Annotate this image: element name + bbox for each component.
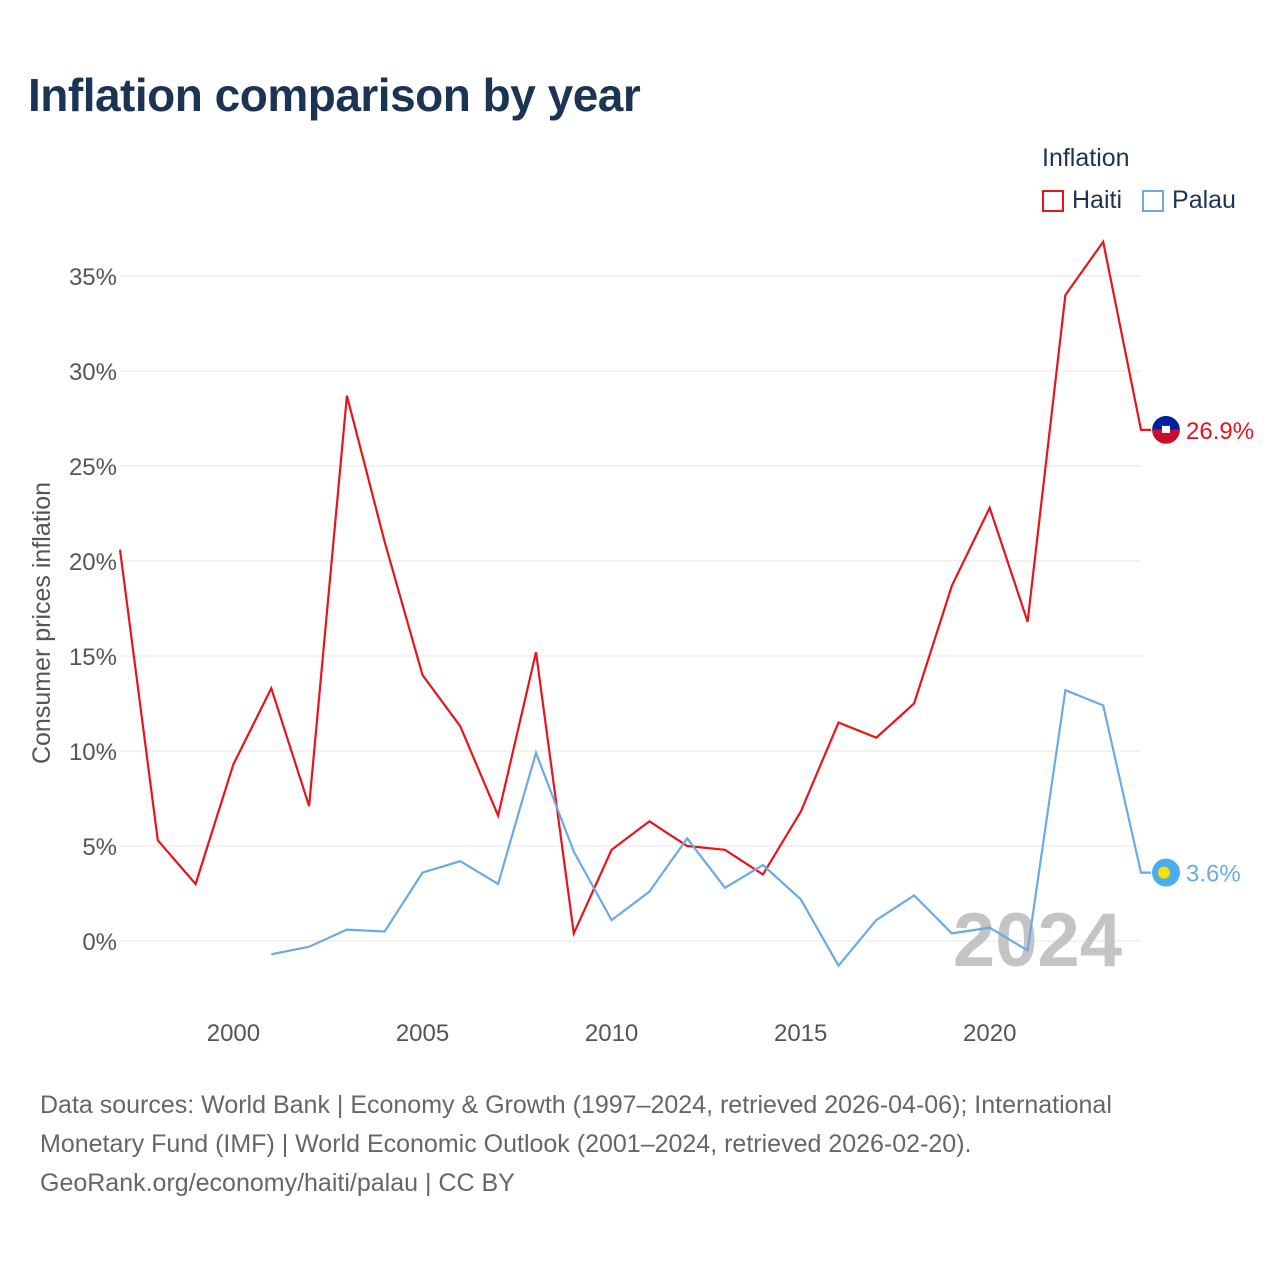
- series-line-haiti: [118, 239, 1151, 938]
- legend: Haiti Palau: [1042, 186, 1236, 215]
- y-tick-label: 35%: [69, 264, 117, 291]
- end-label-haiti: 26.9%: [1186, 418, 1254, 445]
- y-tick-label: 10%: [69, 739, 117, 766]
- legend-title: Inflation: [1042, 144, 1130, 172]
- watermark-year: 2024: [953, 898, 1122, 983]
- y-tick-label: 30%: [69, 359, 117, 386]
- sources-line-2: Monetary Fund (IMF) | World Economic Out…: [40, 1130, 972, 1158]
- x-tick-label: 2015: [774, 1020, 827, 1047]
- line-chart: 2024 0% 5% 10% 15% 20% 25% 30% 35% 2000 2005 2010…: [28, 239, 1254, 1047]
- x-tick-label: 2020: [963, 1020, 1016, 1047]
- end-label-palau: 3.6%: [1186, 861, 1241, 888]
- y-tick-label: 25%: [69, 454, 117, 481]
- flag-icon-palau: [1152, 858, 1180, 887]
- y-axis-label: Consumer prices inflation: [28, 482, 56, 764]
- sources-line-3: GeoRank.org/economy/haiti/palau | CC BY: [40, 1169, 515, 1197]
- series-line-palau: [271, 688, 1151, 968]
- y-tick-label: 15%: [69, 644, 117, 671]
- legend-swatch-haiti: [1042, 189, 1064, 212]
- legend-label-haiti: Haiti: [1072, 186, 1123, 214]
- x-tick-label: 2010: [585, 1020, 638, 1047]
- y-tick-label: 5%: [82, 834, 117, 861]
- chart-title: Inflation comparison by year: [28, 69, 641, 121]
- x-tick-label: 2005: [396, 1020, 449, 1047]
- data-sources: Data sources: World Bank | Economy & Gro…: [40, 1086, 1240, 1203]
- legend-item-palau[interactable]: Palau: [1142, 186, 1236, 215]
- flag-icon-haiti: [1151, 414, 1181, 445]
- y-tick-label: 0%: [82, 929, 117, 956]
- y-tick-label: 20%: [69, 549, 117, 576]
- legend-item-haiti[interactable]: Haiti: [1042, 186, 1122, 215]
- x-tick-label: 2000: [207, 1020, 260, 1047]
- legend-label-palau: Palau: [1172, 186, 1236, 214]
- legend-swatch-palau: [1142, 189, 1165, 212]
- sources-line-1: Data sources: World Bank | Economy & Gro…: [40, 1091, 1112, 1119]
